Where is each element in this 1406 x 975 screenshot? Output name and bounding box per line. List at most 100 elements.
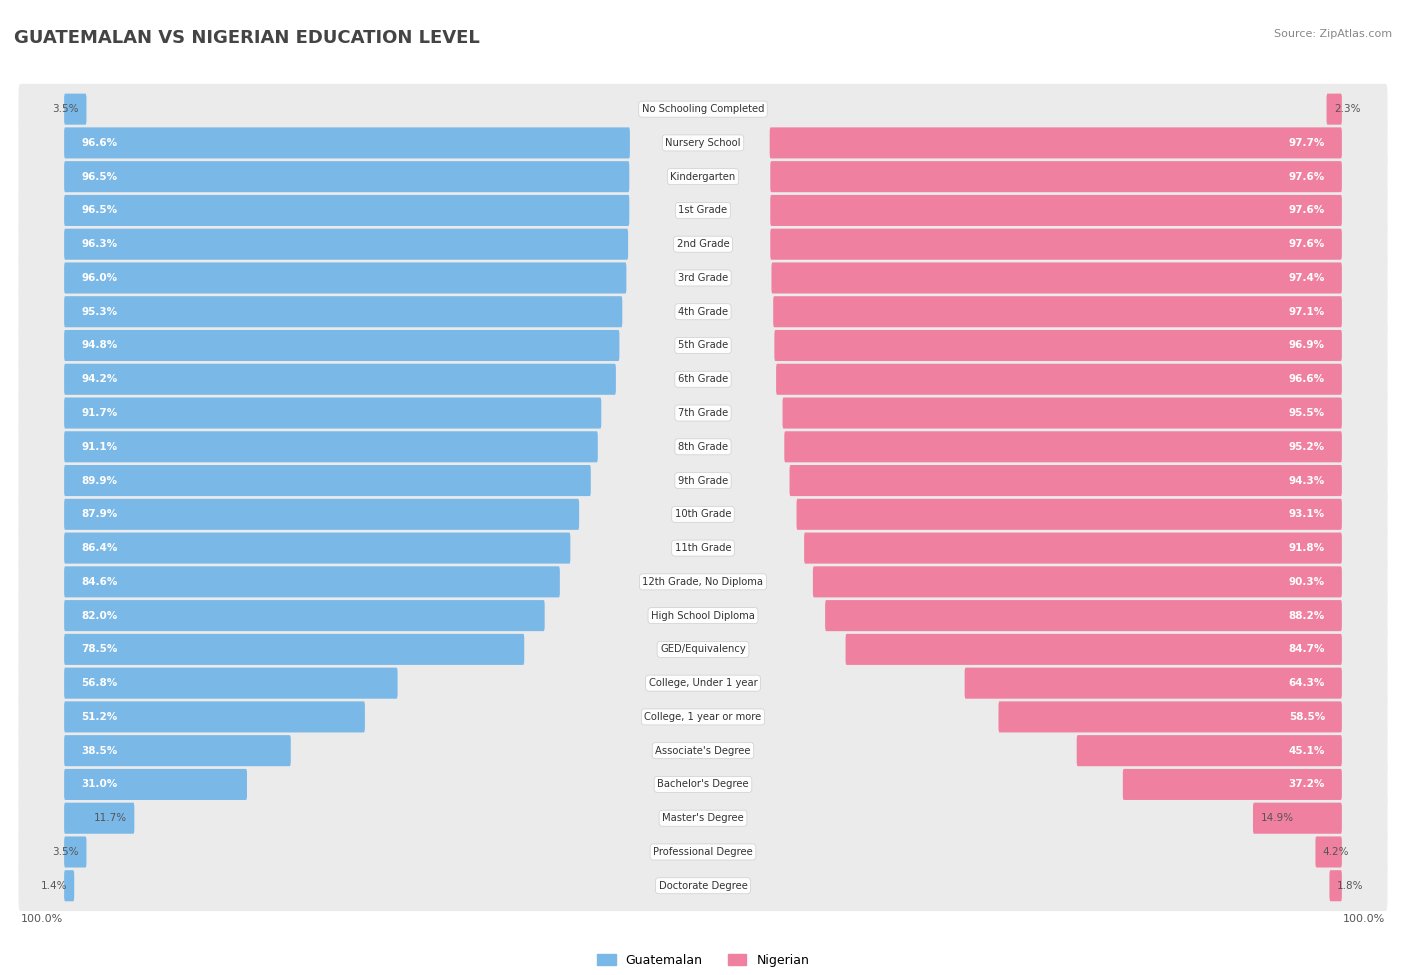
- Text: 96.5%: 96.5%: [82, 172, 117, 181]
- FancyBboxPatch shape: [18, 691, 1388, 742]
- Text: 86.4%: 86.4%: [82, 543, 118, 553]
- Text: 97.6%: 97.6%: [1289, 206, 1324, 215]
- Text: 96.6%: 96.6%: [82, 137, 117, 148]
- Text: 37.2%: 37.2%: [1288, 779, 1324, 790]
- FancyBboxPatch shape: [18, 218, 1388, 269]
- FancyBboxPatch shape: [18, 287, 1388, 337]
- FancyBboxPatch shape: [65, 668, 398, 699]
- Text: 6th Grade: 6th Grade: [678, 374, 728, 384]
- Text: 78.5%: 78.5%: [82, 644, 118, 654]
- FancyBboxPatch shape: [965, 668, 1341, 699]
- FancyBboxPatch shape: [18, 320, 1388, 370]
- Text: 4th Grade: 4th Grade: [678, 307, 728, 317]
- Text: 97.7%: 97.7%: [1288, 137, 1324, 148]
- Text: Doctorate Degree: Doctorate Degree: [658, 880, 748, 891]
- FancyBboxPatch shape: [1123, 769, 1341, 799]
- FancyBboxPatch shape: [65, 330, 620, 361]
- Text: 97.6%: 97.6%: [1289, 239, 1324, 250]
- Text: 96.0%: 96.0%: [82, 273, 117, 283]
- Text: 7th Grade: 7th Grade: [678, 408, 728, 418]
- Text: 51.2%: 51.2%: [82, 712, 117, 722]
- FancyBboxPatch shape: [1253, 802, 1341, 834]
- Text: College, 1 year or more: College, 1 year or more: [644, 712, 762, 722]
- FancyBboxPatch shape: [813, 566, 1341, 598]
- FancyBboxPatch shape: [998, 701, 1341, 732]
- FancyBboxPatch shape: [773, 296, 1341, 328]
- Text: 14.9%: 14.9%: [1260, 813, 1294, 823]
- FancyBboxPatch shape: [65, 634, 524, 665]
- Text: 3rd Grade: 3rd Grade: [678, 273, 728, 283]
- FancyBboxPatch shape: [785, 431, 1341, 462]
- Text: 91.8%: 91.8%: [1289, 543, 1324, 553]
- FancyBboxPatch shape: [18, 421, 1388, 472]
- Text: 91.1%: 91.1%: [82, 442, 117, 451]
- FancyBboxPatch shape: [18, 725, 1388, 776]
- FancyBboxPatch shape: [18, 354, 1388, 405]
- FancyBboxPatch shape: [65, 701, 366, 732]
- FancyBboxPatch shape: [18, 624, 1388, 675]
- Text: 11th Grade: 11th Grade: [675, 543, 731, 553]
- FancyBboxPatch shape: [65, 94, 87, 125]
- FancyBboxPatch shape: [18, 760, 1388, 810]
- FancyBboxPatch shape: [18, 489, 1388, 539]
- Text: 100.0%: 100.0%: [1343, 915, 1385, 924]
- FancyBboxPatch shape: [783, 398, 1341, 429]
- FancyBboxPatch shape: [770, 229, 1341, 259]
- FancyBboxPatch shape: [18, 557, 1388, 607]
- Text: 1.4%: 1.4%: [41, 880, 67, 891]
- FancyBboxPatch shape: [65, 837, 87, 868]
- FancyBboxPatch shape: [65, 128, 630, 159]
- Text: 84.6%: 84.6%: [82, 577, 118, 587]
- Text: GUATEMALAN VS NIGERIAN EDUCATION LEVEL: GUATEMALAN VS NIGERIAN EDUCATION LEVEL: [14, 29, 479, 47]
- FancyBboxPatch shape: [65, 364, 616, 395]
- Text: Nursery School: Nursery School: [665, 137, 741, 148]
- Text: 1st Grade: 1st Grade: [679, 206, 727, 215]
- Text: 100.0%: 100.0%: [21, 915, 63, 924]
- Text: 10th Grade: 10th Grade: [675, 509, 731, 520]
- Text: 97.1%: 97.1%: [1289, 307, 1324, 317]
- FancyBboxPatch shape: [18, 793, 1388, 843]
- Text: 56.8%: 56.8%: [82, 679, 117, 688]
- FancyBboxPatch shape: [18, 84, 1388, 135]
- Text: Master's Degree: Master's Degree: [662, 813, 744, 823]
- Text: 87.9%: 87.9%: [82, 509, 117, 520]
- Text: College, Under 1 year: College, Under 1 year: [648, 679, 758, 688]
- Text: 8th Grade: 8th Grade: [678, 442, 728, 451]
- Text: 82.0%: 82.0%: [82, 610, 117, 621]
- Text: 93.1%: 93.1%: [1289, 509, 1324, 520]
- FancyBboxPatch shape: [65, 769, 247, 799]
- FancyBboxPatch shape: [775, 330, 1341, 361]
- FancyBboxPatch shape: [65, 532, 571, 564]
- FancyBboxPatch shape: [772, 262, 1341, 293]
- Text: 95.3%: 95.3%: [82, 307, 117, 317]
- FancyBboxPatch shape: [18, 658, 1388, 709]
- Text: 9th Grade: 9th Grade: [678, 476, 728, 486]
- FancyBboxPatch shape: [18, 118, 1388, 169]
- FancyBboxPatch shape: [790, 465, 1341, 496]
- FancyBboxPatch shape: [804, 532, 1341, 564]
- FancyBboxPatch shape: [65, 600, 544, 631]
- FancyBboxPatch shape: [65, 398, 602, 429]
- Text: 95.2%: 95.2%: [1289, 442, 1324, 451]
- Text: 31.0%: 31.0%: [82, 779, 117, 790]
- Text: 96.9%: 96.9%: [1289, 340, 1324, 350]
- Text: 58.5%: 58.5%: [1289, 712, 1324, 722]
- Text: 2.3%: 2.3%: [1334, 104, 1361, 114]
- Text: No Schooling Completed: No Schooling Completed: [641, 104, 765, 114]
- FancyBboxPatch shape: [65, 161, 630, 192]
- FancyBboxPatch shape: [65, 499, 579, 529]
- FancyBboxPatch shape: [18, 388, 1388, 439]
- FancyBboxPatch shape: [18, 185, 1388, 236]
- Text: 96.6%: 96.6%: [1289, 374, 1324, 384]
- Text: 97.4%: 97.4%: [1288, 273, 1324, 283]
- FancyBboxPatch shape: [18, 523, 1388, 573]
- Text: GED/Equivalency: GED/Equivalency: [661, 644, 745, 654]
- Text: 45.1%: 45.1%: [1288, 746, 1324, 756]
- Text: 91.7%: 91.7%: [82, 408, 117, 418]
- FancyBboxPatch shape: [18, 455, 1388, 506]
- FancyBboxPatch shape: [65, 431, 598, 462]
- FancyBboxPatch shape: [770, 195, 1341, 226]
- FancyBboxPatch shape: [1316, 837, 1341, 868]
- FancyBboxPatch shape: [769, 128, 1341, 159]
- Text: 94.2%: 94.2%: [82, 374, 117, 384]
